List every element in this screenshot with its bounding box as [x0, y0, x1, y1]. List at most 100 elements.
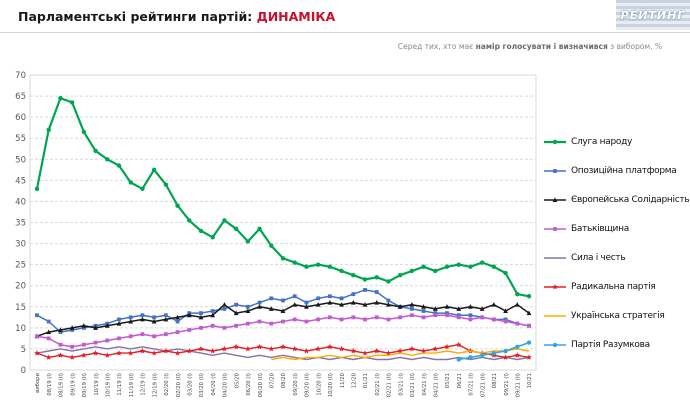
x-tick-label: 09/19 (I): [70, 373, 76, 396]
legend-item-4: Батьківщина: [544, 223, 689, 235]
legend-marker: [544, 342, 566, 348]
marker-triangle: [526, 310, 532, 316]
page-title-text: Парламентські рейтинги партій:: [18, 9, 257, 24]
marker-square: [199, 325, 203, 330]
y-tick-label: 55: [15, 134, 26, 144]
marker-square: [81, 342, 86, 347]
marker-star: [57, 352, 64, 358]
x-tick-label: вибори: [35, 373, 41, 393]
marker-circle: [327, 264, 333, 269]
series-1: [34, 95, 532, 299]
x-tick-label: 04/21 (II): [433, 373, 439, 397]
x-tick-label: 03/20 (I): [187, 373, 193, 396]
marker-triangle: [93, 325, 98, 330]
marker-triangle: [46, 329, 52, 335]
marker-square: [117, 336, 121, 341]
legend-label: Українська стратегія: [571, 311, 665, 321]
marker-star: [432, 345, 439, 352]
marker-star: [163, 348, 169, 354]
legend-marker: [544, 169, 566, 173]
marker-star: [455, 341, 462, 348]
marker-circle: [526, 340, 532, 345]
marker-square: [374, 290, 379, 294]
x-tick-label: 09/21 (II): [515, 373, 521, 397]
marker-square: [175, 330, 180, 334]
marker-square: [527, 323, 531, 328]
marker-square: [374, 315, 379, 320]
subtitle-bold: намір голосувати і визначився: [475, 42, 608, 51]
x-tick-label: 08/19 (I): [47, 373, 53, 396]
marker-square: [292, 294, 297, 299]
y-tick-label: 15: [15, 303, 26, 313]
x-tick-label: 02/20 (I): [164, 373, 170, 396]
subtitle-suffix: з вибором, %: [607, 42, 662, 51]
series-6: [34, 341, 532, 360]
legend-marker: [544, 257, 566, 259]
marker-square: [58, 330, 63, 334]
marker-circle: [93, 148, 98, 154]
marker-square: [363, 317, 367, 322]
marker-circle: [198, 228, 204, 234]
marker-star: [280, 343, 286, 350]
marker-star: [338, 345, 345, 352]
subtitle-prefix: Серед тих, хто має: [397, 42, 476, 51]
marker-square: [269, 296, 274, 301]
marker-square: [351, 292, 356, 297]
marker-star: [174, 350, 181, 356]
marker-star: [373, 348, 380, 354]
marker-triangle: [81, 323, 87, 328]
rating-logo-text: РЕЙТИНГ: [620, 8, 686, 22]
marker-circle: [175, 203, 180, 208]
marker-circle: [34, 186, 40, 191]
marker-circle: [456, 262, 461, 267]
marker-triangle: [409, 302, 415, 307]
marker-star: [327, 343, 333, 350]
marker-square: [409, 306, 414, 311]
marker-circle: [233, 226, 239, 232]
marker-square: [46, 319, 51, 324]
marker-square: [81, 325, 86, 330]
marker-triangle: [233, 310, 239, 316]
marker-star: [151, 350, 157, 356]
legend-marker: [544, 197, 566, 202]
marker-circle: [58, 95, 63, 101]
marker-triangle: [175, 314, 180, 320]
marker-triangle: [116, 321, 122, 326]
legend-item-6: Радикальна партія: [544, 281, 689, 293]
marker-square: [234, 302, 239, 307]
marker-star: [362, 350, 368, 356]
legend-label: Опозиційна платформа: [571, 166, 677, 176]
marker-star: [420, 348, 427, 354]
marker-square: [327, 315, 332, 320]
marker-square: [281, 298, 285, 303]
marker-star: [104, 352, 111, 358]
series-2: [35, 288, 531, 334]
marker-circle: [128, 180, 133, 185]
marker-triangle: [397, 304, 403, 309]
marker-star: [186, 348, 193, 354]
page-title: Парламентські рейтинги партій: ДИНАМІКА: [18, 9, 335, 24]
marker-triangle: [257, 304, 262, 309]
marker-circle: [386, 279, 391, 284]
marker-square: [433, 313, 438, 318]
x-tick-label: 02/21 (I): [375, 373, 381, 396]
marker-square: [70, 328, 75, 332]
legend-item-7: Українська стратегія: [544, 310, 689, 322]
marker-star: [397, 348, 403, 354]
marker-circle: [151, 167, 157, 173]
marker-triangle: [339, 302, 344, 307]
marker-square: [421, 309, 426, 313]
marker-circle: [468, 355, 473, 360]
x-tick-label: 10/21: [527, 373, 533, 388]
marker-triangle: [514, 302, 520, 307]
marker-star: [514, 352, 521, 358]
marker-circle: [397, 272, 403, 278]
marker-square: [363, 288, 367, 292]
x-tick-label: 11/20: [340, 372, 346, 388]
series-line: [36, 301, 530, 338]
marker-triangle: [163, 316, 169, 322]
marker-triangle: [280, 308, 286, 313]
series-8: [456, 340, 532, 362]
marker-circle: [210, 235, 215, 240]
